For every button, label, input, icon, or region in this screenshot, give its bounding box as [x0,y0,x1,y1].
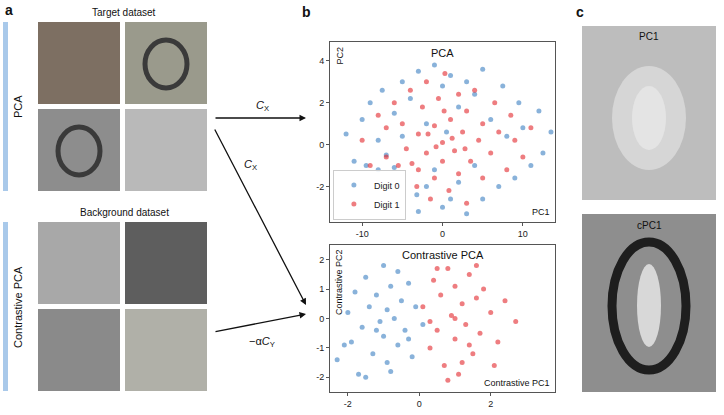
svg-text:0: 0 [440,229,445,239]
svg-text:Contrastive PCA: Contrastive PCA [12,266,24,348]
svg-text:Contrastive PCA: Contrastive PCA [402,249,484,261]
svg-text:b: b [302,4,311,20]
svg-text:-2: -2 [344,399,352,409]
svg-text:0: 0 [319,140,324,150]
svg-text:0: 0 [319,314,324,324]
svg-text:-1: -1 [316,343,324,353]
svg-text:PCA: PCA [431,47,454,59]
svg-text:−αC​Y​: −αC​Y​ [249,335,275,349]
svg-text:Digit 0: Digit 0 [374,181,400,191]
svg-text:-10: -10 [356,229,369,239]
svg-text:Contrastive PC2: Contrastive PC2 [334,249,344,315]
svg-text:2: 2 [319,98,324,108]
svg-text:1: 1 [319,284,324,294]
svg-text:2: 2 [319,255,324,265]
svg-text:C​X​: C​X​ [256,99,269,113]
svg-text:-2: -2 [316,182,324,192]
svg-text:Target dataset: Target dataset [92,7,156,18]
svg-text:2: 2 [488,399,493,409]
svg-text:-2: -2 [316,372,324,382]
svg-text:Contrastive PC1: Contrastive PC1 [484,378,550,388]
svg-text:cPC1: cPC1 [637,220,662,231]
svg-text:4: 4 [319,56,324,66]
svg-text:Background dataset: Background dataset [80,207,169,218]
svg-text:c: c [576,4,584,20]
svg-text:PCA: PCA [12,95,24,118]
svg-text:PC2: PC2 [335,47,345,65]
svg-text:PC1: PC1 [532,207,550,217]
svg-text:C​X​: C​X​ [244,158,257,172]
svg-text:0: 0 [417,399,422,409]
svg-text:10: 10 [518,229,528,239]
svg-text:a: a [5,2,13,18]
svg-text:PC1: PC1 [639,31,659,42]
svg-text:Digit 1: Digit 1 [374,200,400,210]
